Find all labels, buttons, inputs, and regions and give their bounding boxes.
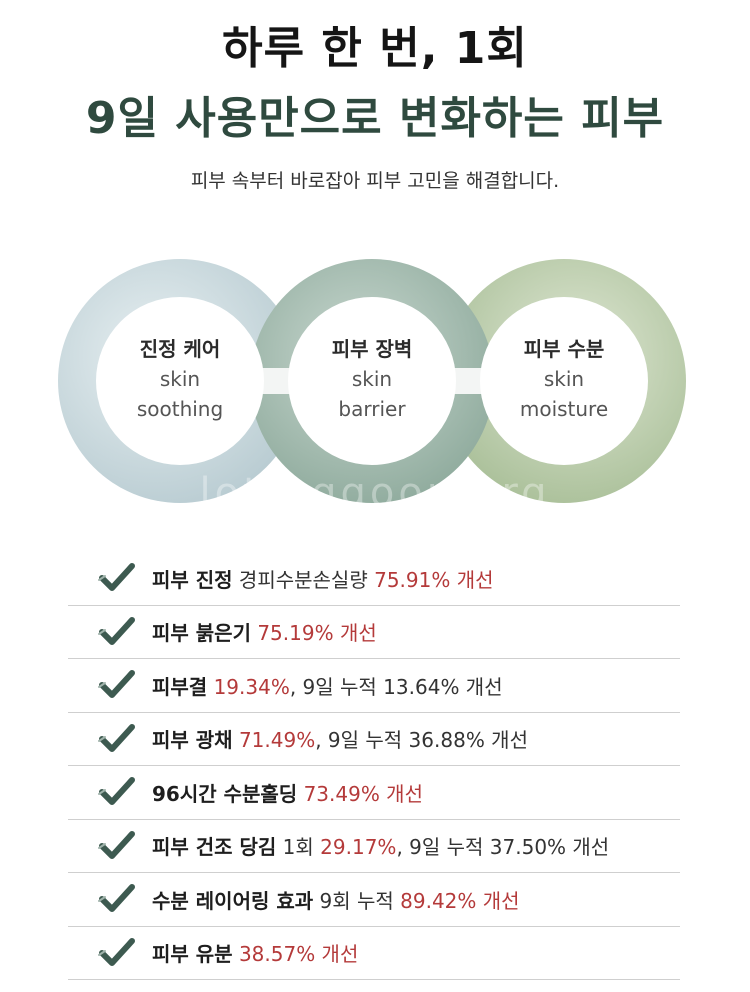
result-value: 71.49% — [238, 728, 316, 753]
result-value: 75.19% 개선 — [257, 621, 377, 646]
circle-en: barrier — [338, 397, 406, 421]
circle-en: skin — [159, 367, 201, 391]
result-value: 38.57% 개선 — [238, 942, 359, 967]
result-text: 피부 광채 71.49%, 9일 누적 36.88% 개선 — [152, 724, 528, 753]
checkmark-icon — [98, 723, 135, 752]
result-text: 피부 건조 당김 1회 29.17%, 9일 누적 37.50% 개선 — [152, 831, 609, 860]
page-headline: 9일 사용만으로 변화하는 피부 — [85, 93, 665, 144]
result-row: 96시간 수분홀딩 73.49% 개선 — [68, 766, 680, 820]
result-text: 피부 진정 경피수분손실량 75.91% 개선 — [152, 564, 494, 593]
inner-barrier — [288, 297, 456, 465]
result-text: 피부 붉은기 75.19% 개선 — [152, 617, 377, 646]
result-label: 피부 진정 — [152, 567, 233, 592]
benefit-circles: 진정 케어 skin soothing 피부 장벽 skin barrier 피… — [0, 250, 750, 520]
circle-kr: 피부 수분 — [523, 337, 605, 361]
result-value: 89.42% 개선 — [400, 888, 520, 913]
circle-en: soothing — [136, 397, 224, 421]
result-row: 피부 건조 당김 1회 29.17%, 9일 누적 37.50% 개선 — [68, 820, 680, 873]
result-detail: 9회 누적 — [313, 888, 401, 913]
result-label: 96시간 수분홀딩 — [152, 781, 298, 806]
circle-en: skin — [351, 367, 393, 391]
circle-label-soothing: 진정 케어 skin soothing — [100, 334, 260, 424]
circle-kr: 진정 케어 — [139, 337, 221, 361]
result-value: 19.34% — [213, 674, 290, 699]
checkmark-icon — [98, 937, 135, 966]
checkmark-icon — [98, 616, 135, 645]
result-label: 피부 광채 — [152, 728, 233, 753]
result-value: 29.17% — [320, 835, 397, 860]
result-detail: 1회 — [276, 835, 321, 860]
checkmark-icon — [98, 670, 135, 699]
checkmark-icon — [98, 777, 135, 806]
result-value: 75.91% 개선 — [374, 567, 494, 592]
checkmark-icon — [98, 830, 135, 859]
result-row: 피부 유분 38.57% 개선 — [68, 927, 680, 980]
page-subtitle: 피부 속부터 바로잡아 피부 고민을 해결합니다. — [190, 170, 560, 192]
inner-moisture — [480, 297, 648, 465]
result-label: 피부 붉은기 — [152, 621, 251, 646]
result-value: 73.49% 개선 — [303, 781, 423, 806]
circle-en: moisture — [519, 397, 609, 421]
page-title: 하루 한 번, 1회 — [222, 23, 528, 74]
result-label: 피부 건조 당김 — [152, 835, 277, 860]
checkmark-icon — [98, 563, 135, 592]
circle-en: skin — [543, 367, 585, 391]
result-text: 피부결 19.34%, 9일 누적 13.64% 개선 — [152, 671, 503, 700]
results-list: 피부 진정 경피수분손실량 75.91% 개선 피부 붉은기 75.19% 개선 피… — [68, 552, 680, 980]
circle-kr: 피부 장벽 — [331, 337, 413, 361]
result-label: 수분 레이어링 효과 — [152, 888, 314, 913]
checkmark-icon — [98, 884, 135, 913]
watermark: lotteggoon.org — [199, 470, 551, 516]
result-detail-2: , 9일 누적 36.88% 개선 — [315, 728, 528, 753]
circle-label-barrier: 피부 장벽 skin barrier — [292, 334, 452, 424]
result-text: 피부 유분 38.57% 개선 — [152, 938, 358, 967]
result-detail-2: , 9일 누적 13.64% 개선 — [289, 674, 503, 699]
result-row: 피부 진정 경피수분손실량 75.91% 개선 — [68, 552, 680, 606]
result-row: 피부결 19.34%, 9일 누적 13.64% 개선 — [68, 659, 680, 713]
result-text: 수분 레이어링 효과 9회 누적 89.42% 개선 — [152, 885, 520, 914]
result-row: 수분 레이어링 효과 9회 누적 89.42% 개선 — [68, 873, 680, 927]
result-label: 피부 유분 — [152, 942, 233, 967]
result-label: 피부결 — [152, 674, 208, 699]
result-text: 96시간 수분홀딩 73.49% 개선 — [152, 778, 423, 807]
result-detail-2: , 9일 누적 37.50% 개선 — [396, 835, 610, 860]
result-row: 피부 붉은기 75.19% 개선 — [68, 606, 680, 659]
result-row: 피부 광채 71.49%, 9일 누적 36.88% 개선 — [68, 713, 680, 766]
rings-graphic — [58, 259, 686, 503]
circle-label-moisture: 피부 수분 skin moisture — [484, 334, 644, 424]
result-detail: 경피수분손실량 — [232, 567, 375, 592]
inner-soothing — [96, 297, 264, 465]
